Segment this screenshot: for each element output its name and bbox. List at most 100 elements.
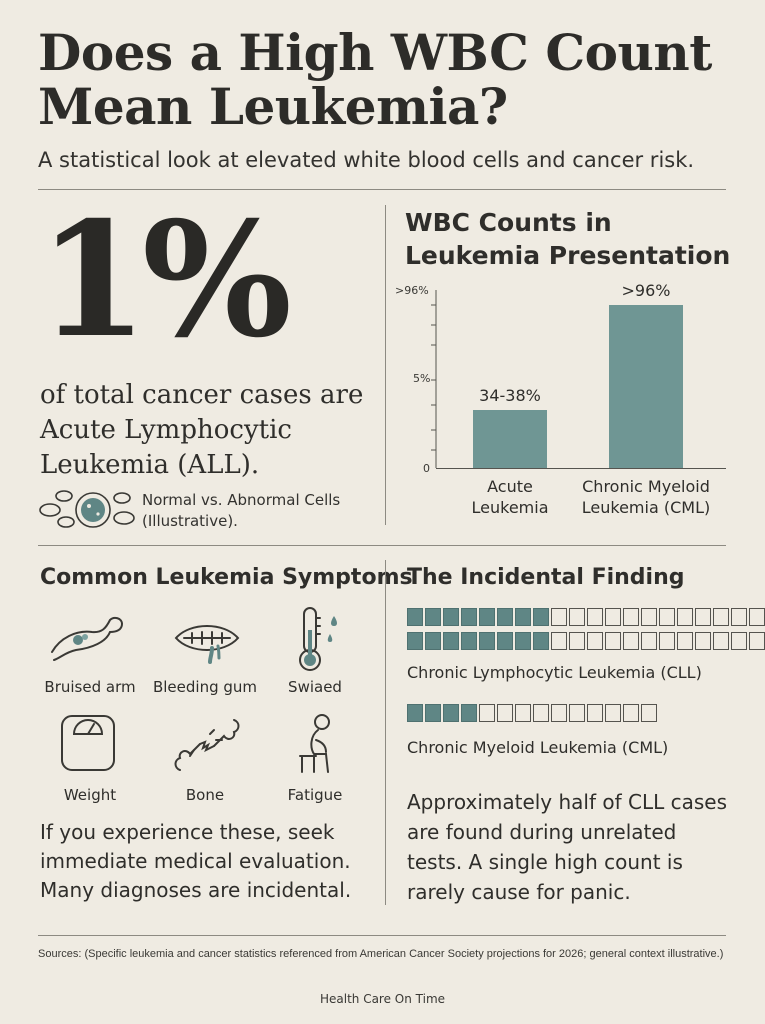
symptom-label-sweating: Swiaed (288, 678, 342, 696)
waffle-cell-empty (587, 704, 603, 722)
column-divider-bottom (385, 560, 386, 905)
waffle-cell-empty (587, 608, 603, 626)
bar-chart: >96% 5% 0 34-38% Acute Leukemia >96% Chroni… (395, 280, 735, 530)
waffle-cell-empty (533, 704, 549, 722)
broken-bone-icon (172, 712, 242, 782)
incidental-heading: The Incidental Finding (407, 565, 685, 590)
waffle-cell-filled (425, 632, 441, 650)
bar (609, 305, 683, 468)
waffle-cell-filled (461, 704, 477, 722)
waffle-cell-empty (479, 704, 495, 722)
waffle-cell-empty (623, 632, 639, 650)
waffle-cell-empty (623, 704, 639, 722)
waffle-cell-empty (515, 704, 531, 722)
waffle-cell-empty (731, 608, 747, 626)
waffle-cell-empty (677, 632, 693, 650)
cml-waffle-row (407, 704, 657, 722)
header-divider (38, 189, 726, 190)
bleeding-gum-icon (172, 618, 242, 670)
waffle-cell-filled (443, 704, 459, 722)
waffle-cell-empty (551, 608, 567, 626)
waffle-cell-empty (641, 704, 657, 722)
waffle-cell-empty (659, 632, 675, 650)
waffle-cell-empty (695, 632, 711, 650)
waffle-cell-filled (407, 704, 423, 722)
waffle-cell-empty (551, 632, 567, 650)
category-label: Acute Leukemia (471, 477, 549, 517)
waffle-cell-filled (443, 608, 459, 626)
waffle-cell-filled (497, 632, 513, 650)
waffle-cell-empty (713, 632, 729, 650)
waffle-cell-empty (659, 608, 675, 626)
waffle-cell-empty (605, 704, 621, 722)
waffle-cell-empty (731, 632, 747, 650)
waffle-cell-filled (425, 608, 441, 626)
symptoms-heading: Common Leukemia Symptoms (40, 565, 413, 590)
waffle-cell-filled (407, 608, 423, 626)
category-label: Chronic Myeloid Leukemia (CML) (581, 477, 711, 517)
waffle-cell-filled (515, 632, 531, 650)
waffle-cell-filled (461, 632, 477, 650)
y-tick-label: 5% (413, 372, 431, 385)
cll-waffle-row (407, 608, 765, 626)
y-tick-label: >96% (395, 284, 429, 297)
waffle-cell-empty (749, 632, 765, 650)
waffle-cell-empty (587, 632, 603, 650)
cll-label: Chronic Lymphocytic Leukemia (CLL) (407, 663, 702, 682)
waffle-cell-empty (605, 608, 621, 626)
waffle-cell-filled (443, 632, 459, 650)
x-axis (436, 468, 726, 469)
waffle-cell-empty (605, 632, 621, 650)
bar (473, 410, 547, 468)
waffle-cell-empty (641, 632, 657, 650)
bruised-arm-icon (48, 608, 128, 668)
scale-icon (58, 712, 118, 778)
symptom-label-bone: Bone (185, 786, 225, 804)
waffle-cell-empty (569, 632, 585, 650)
waffle-cell-empty (677, 608, 693, 626)
page-subtitle: A statistical look at elevated white blo… (38, 148, 695, 172)
cells-illustration-icon (38, 488, 138, 530)
waffle-cell-empty (695, 608, 711, 626)
waffle-cell-empty (569, 704, 585, 722)
waffle-cell-empty (713, 608, 729, 626)
big-stat-value: 1% (38, 188, 292, 373)
page-title: Does a High WBC Count Mean Leukemia? (38, 23, 712, 136)
stat-description: of total cancer cases are Acute Lymphocy… (40, 380, 364, 480)
chart-title: WBC Counts in Leukemia Presentation (405, 208, 731, 270)
waffle-cell-filled (533, 632, 549, 650)
waffle-cell-empty (497, 704, 513, 722)
cml-label: Chronic Myeloid Leukemia (CML) (407, 738, 669, 757)
waffle-cell-filled (479, 608, 495, 626)
y-axis (431, 290, 437, 468)
waffle-cell-filled (425, 704, 441, 722)
symptom-label-bruised-arm: Bruised arm (44, 678, 136, 696)
waffle-cell-filled (461, 608, 477, 626)
cells-caption: Normal vs. Abnormal Cells (Illustrative)… (142, 491, 341, 530)
symptom-label-fatigue: Fatigue (287, 786, 343, 804)
cll-waffle-row (407, 632, 765, 650)
column-divider-top (385, 205, 386, 525)
waffle-cell-filled (497, 608, 513, 626)
waffle-cell-filled (533, 608, 549, 626)
symptom-label-weight: Weight (63, 786, 117, 804)
symptom-note: If you experience these, seek immediate … (40, 820, 352, 902)
waffle-cell-empty (569, 608, 585, 626)
waffle-cell-filled (479, 632, 495, 650)
section-divider (38, 545, 726, 546)
waffle-cell-empty (623, 608, 639, 626)
waffle-cell-empty (551, 704, 567, 722)
waffle-cell-empty (641, 608, 657, 626)
waffle-cell-filled (407, 632, 423, 650)
waffle-cell-filled (515, 608, 531, 626)
footer-divider (38, 935, 726, 936)
tired-person-icon (292, 712, 348, 782)
y-tick-label: 0 (423, 462, 430, 475)
symptom-label-bleeding-gum: Bleeding gum (152, 678, 258, 696)
footer-brand: Health Care On Time (319, 992, 446, 1006)
incidental-note: Approximately half of CLL cases are foun… (407, 790, 728, 904)
sources-note: Sources: (Specific leukemia and cancer s… (38, 948, 724, 960)
bar-data-label: >96% (621, 281, 671, 300)
waffle-cell-empty (749, 608, 765, 626)
thermometer-sweat-icon (290, 604, 350, 678)
